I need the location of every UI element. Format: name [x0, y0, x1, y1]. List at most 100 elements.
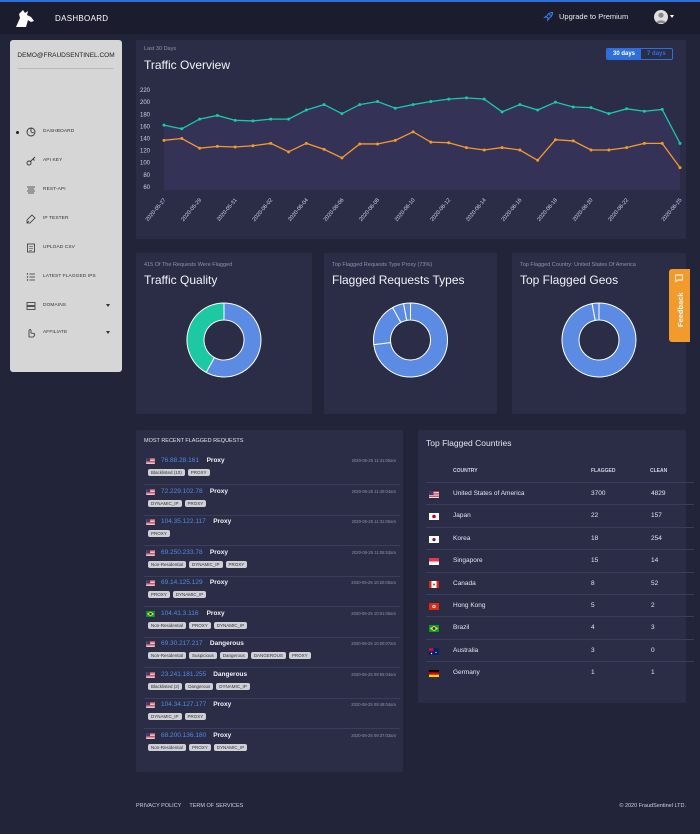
sidebar-item-latest-flagged-ips[interactable]: LATEST FLAGGED IPS	[10, 267, 122, 287]
clean-count: 1	[651, 669, 655, 677]
flag-us-icon	[146, 671, 155, 678]
request-type: Dangerous	[209, 640, 244, 647]
avatar[interactable]	[654, 10, 668, 24]
data-point	[589, 148, 593, 152]
x-tick-label: 2020-05-31	[216, 197, 239, 222]
x-tick-label: 2020-06-12	[430, 197, 453, 222]
sidebar-item-label: API KEY	[43, 158, 63, 163]
data-point	[518, 148, 522, 152]
column-header-flagged: FLAGGED	[591, 468, 616, 474]
timestamp: 2020-06-25 11:41:05am	[351, 458, 396, 463]
donut-subtitle: Top Flagged Country: United States Of Am…	[520, 262, 636, 268]
x-tick-label: 2020-06-20	[572, 197, 595, 222]
timestamp: 2020-06-25 10:20:05am	[351, 580, 396, 585]
sidebar-item-affiliate[interactable]: AFFILIATE	[10, 323, 122, 343]
sidebar-item-rest-api[interactable]: REST-API	[10, 180, 122, 200]
data-point	[322, 147, 326, 151]
tag-list: PROXY DYNAMIC_IP	[148, 591, 207, 598]
sidebar-item-label: UPLOAD CSV	[43, 245, 75, 250]
ip-address-link[interactable]: 68.200.136.180	[161, 731, 207, 739]
chevron-down-icon[interactable]	[670, 15, 674, 18]
timestamp: 2020-06-25 11:31:05am	[351, 519, 396, 524]
sidebar-item-api-key[interactable]: API KEY	[10, 151, 122, 171]
tag-badge: PROXY	[148, 591, 170, 598]
tag-badge: Non-Residential	[148, 621, 187, 629]
data-point	[553, 100, 557, 104]
list-item[interactable]: 68.200.136.180 Proxy 2020-06-25 09:37:03am…	[144, 732, 400, 760]
flag-br-icon	[146, 610, 155, 617]
sidebar: DEMO@FRAUDSENTINEL.COM DASHBOARD API KEY…	[10, 40, 122, 372]
data-point	[322, 103, 326, 107]
list-item[interactable]: 104.41.3.116 Proxy 2020-06-25 10:01:05am No…	[144, 610, 400, 638]
flagged-count: 3	[591, 646, 595, 654]
ip-address-link[interactable]: 69.30.217.217	[161, 640, 203, 647]
x-tick-label: 2020-06-14	[465, 197, 488, 222]
data-point	[536, 108, 540, 112]
top-accent-line	[0, 0, 700, 2]
sidebar-item-ip-tester[interactable]: IP TESTER	[10, 209, 122, 229]
account-email: DEMO@FRAUDSENTINEL.COM	[17, 52, 115, 59]
flag-us-icon	[429, 491, 439, 498]
list-item[interactable]: 23.241.181.255 Dangerous 2020-06-25 09:55:…	[144, 671, 400, 699]
ip-address-link[interactable]: 104.41.3.116	[161, 609, 199, 617]
country-name: Australia	[453, 646, 479, 654]
feedback-tab[interactable]: Feedback	[669, 269, 690, 342]
sidebar-item-label: REST-API	[43, 187, 66, 192]
data-point	[447, 141, 451, 145]
data-point	[162, 123, 166, 127]
table-row: Canada 8 52	[426, 571, 694, 594]
list-item[interactable]: 104.34.127.177 Proxy 2020-06-25 09:48:04am…	[144, 701, 400, 729]
privacy-policy-link[interactable]: PRIVACY POLICY	[136, 803, 182, 809]
sidebar-item-domains[interactable]: DOMAINS	[10, 296, 122, 316]
ip-address-link[interactable]: 104.34.127.177	[161, 701, 207, 708]
toggle-7-days[interactable]: 7 days	[647, 51, 666, 57]
top-flagged-geos-donut	[561, 302, 637, 378]
tag-list: Blacklisted (2) Dangerous DYNAMIC_IP	[148, 682, 250, 690]
upgrade-button[interactable]: Upgrade to Premium	[543, 11, 628, 22]
recent-title: MOST RECENT FLAGGED REQUESTS	[144, 438, 244, 444]
horse-logo-icon[interactable]	[14, 8, 36, 28]
data-point	[358, 103, 362, 107]
sidebar-item-upload-csv[interactable]: UPLOAD CSV	[10, 238, 122, 258]
x-tick-label: 2020-06-18	[536, 197, 559, 222]
terms-link[interactable]: TERM OF SERVICES	[189, 803, 244, 809]
ip-address-link[interactable]: 69.250.233.78	[161, 548, 203, 556]
list-item[interactable]: 76.88.28.161 Proxy 2020-06-25 11:41:05am Bl…	[144, 457, 400, 485]
list-item[interactable]: 104.35.122.117 Proxy 2020-06-25 11:31:05am…	[144, 518, 400, 546]
data-point	[660, 107, 664, 111]
data-point	[642, 109, 646, 113]
tag-badge: Dangerous	[219, 652, 248, 659]
list-item[interactable]: 69.250.233.78 Proxy 2020-06-25 11:05:53am N…	[144, 549, 400, 577]
footer-links: PRIVACY POLICY TERM OF SERVICES	[136, 803, 243, 809]
ip-address-link[interactable]: 104.35.122.117	[161, 518, 206, 525]
row-divider	[426, 594, 694, 595]
data-point	[500, 146, 504, 150]
sidebar-item-dashboard[interactable]: DASHBOARD	[10, 122, 122, 142]
list-item[interactable]: 72.229.102.78 Proxy 2020-06-25 11:40:04am D…	[144, 488, 400, 516]
toggle-30-days[interactable]: 30 days	[607, 49, 642, 59]
request-type: Dangerous	[213, 670, 248, 678]
ip-address-link[interactable]: 69.14.125.129	[161, 579, 203, 586]
donut-subtitle: 415 Of The Requests Were Flagged	[144, 262, 233, 268]
data-point	[429, 140, 433, 144]
traffic-quality-card: 415 Of The Requests Were Flagged Traffic…	[136, 253, 312, 414]
key-icon	[26, 156, 36, 166]
table-row: Hong Kong 5 2	[426, 594, 694, 616]
donut-title: Flagged Requests Types	[332, 273, 465, 287]
chat-icon	[675, 274, 683, 283]
data-point	[376, 142, 380, 146]
ip-address-link[interactable]: 76.88.28.161	[161, 457, 199, 464]
country-name: Germany	[453, 669, 480, 677]
list-item[interactable]: 69.14.125.129 Proxy 2020-06-25 10:20:05am P…	[144, 579, 400, 607]
y-tick-label: 220	[140, 88, 151, 94]
data-point	[607, 112, 611, 116]
ip-address-link[interactable]: 72.229.102.78	[161, 487, 203, 495]
ip-address-link[interactable]: 23.241.181.255	[161, 670, 207, 678]
row-divider	[144, 575, 400, 577]
tag-badge: DYNAMIC_IP	[148, 713, 182, 720]
tag-badge: DYNAMIC_IP	[213, 621, 248, 629]
flag-us-icon	[146, 519, 155, 525]
row-divider	[426, 571, 694, 573]
tag-list: Non-Residential PROXY DYNAMIC_IP	[148, 743, 248, 751]
list-item[interactable]: 69.30.217.217 Dangerous 2020-06-25 10:00:0…	[144, 640, 400, 668]
